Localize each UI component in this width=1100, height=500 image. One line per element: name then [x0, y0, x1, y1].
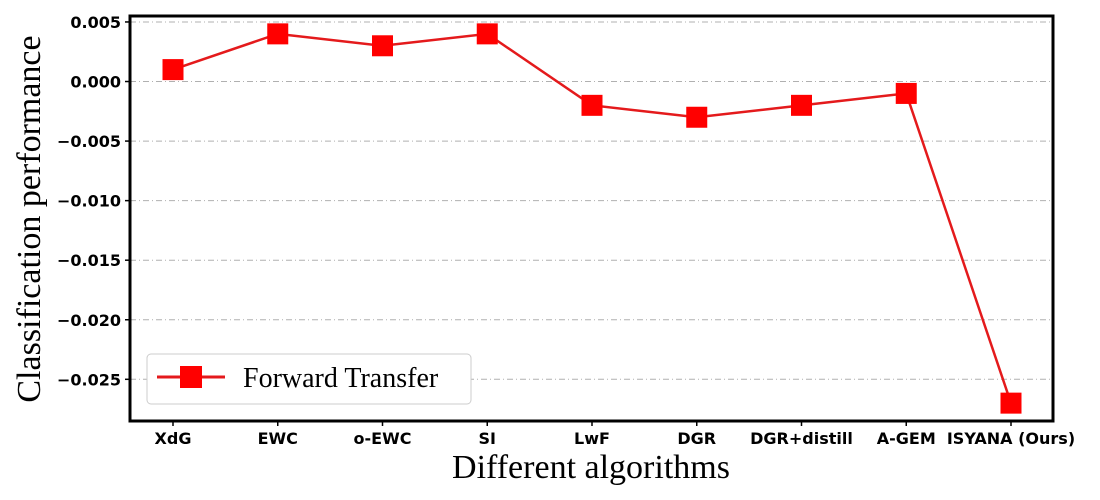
legend-box [146, 353, 472, 405]
x-axis-label: Different algorithms [452, 449, 730, 486]
y-tick-label: −0.005 [57, 132, 121, 151]
x-tick-label: o-EWC [354, 429, 412, 448]
x-tick-label: A-GEM [877, 429, 936, 448]
y-axis-label: Classification performance [11, 35, 48, 402]
data-point-dgr-distill [791, 94, 812, 116]
x-tick-label: XdG [155, 429, 192, 448]
data-point-ewc [267, 23, 289, 45]
data-point-xdg [162, 59, 184, 81]
data-point-isyana-ours [1000, 392, 1022, 414]
x-tick-label: DGR+distill [750, 429, 853, 448]
data-point-dgr [686, 106, 708, 128]
series-forward-transfer [162, 23, 1022, 414]
series-line [172, 32, 1013, 404]
x-tick-label: DGR [677, 429, 716, 448]
legend-label-forward-transfer: Forward Transfer [243, 363, 439, 394]
x-tick-label: LwF [574, 429, 610, 448]
x-axis-ticks: XdG EWC o-EWC SI LwF DGR DGR+distill A-GEM ISYAN… [155, 421, 1075, 448]
plot-frame [128, 14, 1055, 423]
y-tick-label: 0.005 [70, 13, 121, 32]
x-tick-label: SI [479, 429, 496, 448]
data-point-o-ewc [372, 35, 393, 57]
grid-lines [130, 21, 1053, 380]
legend: Forward Transfer [146, 353, 472, 405]
y-tick-label: −0.010 [57, 192, 121, 211]
y-tick-label: −0.015 [57, 251, 121, 270]
y-tick-label: 0.000 [70, 73, 121, 92]
x-tick-label: ISYANA (Ours) [947, 429, 1075, 448]
legend-marker-square [180, 366, 202, 388]
y-axis-ticks: 0.005 0.000 −0.005 −0.010 −0.015 −0.020 −0.025 [57, 13, 130, 389]
y-tick-label: −0.020 [57, 311, 121, 330]
data-point-lwf [581, 94, 603, 116]
y-tick-label: −0.025 [57, 370, 121, 389]
x-tick-label: EWC [258, 429, 298, 448]
data-point-a-gem [895, 82, 917, 104]
data-point-si [476, 23, 498, 45]
